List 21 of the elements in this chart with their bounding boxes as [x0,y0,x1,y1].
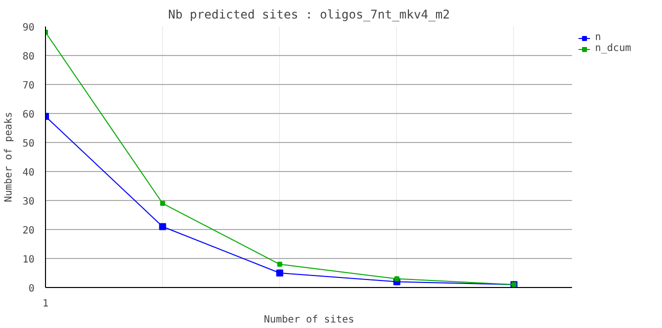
x-tick-label: 1 [42,298,49,310]
y-axis-title: Number of peaks [3,112,14,202]
point [394,276,400,282]
point [277,262,282,267]
point [276,270,284,276]
y-tick-label: 80 [22,52,35,62]
y-tick-label: 20 [22,226,35,236]
y-tick-label: 0 [28,284,35,294]
y-tick-label: 70 [22,80,35,92]
y-tick-label: 30 [22,196,35,208]
x-axis-title: Number of sites [264,314,354,326]
y-tick-label: 40 [22,168,35,178]
y-tick-label: 10 [22,254,35,266]
legend-label: n_dcum [595,43,632,54]
y-tick-label: 90 [22,22,35,34]
y-tick-label: 60 [22,110,35,120]
chart-title: Nb predicted sites : oligos_7nt_mkv4_m2 [168,8,450,22]
y-tick-label: 50 [22,138,35,150]
point [159,223,166,230]
legend-label: n [595,32,602,43]
point [160,200,166,206]
